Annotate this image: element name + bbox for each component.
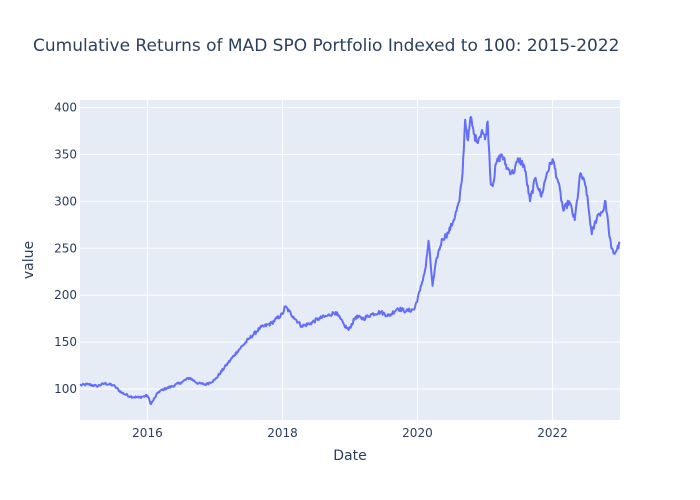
y-tick-label: 250: [54, 241, 77, 255]
x-tick-label: 2016: [132, 426, 163, 440]
y-tick-label: 200: [54, 288, 77, 302]
y-tick-label: 150: [54, 335, 77, 349]
x-axis-title: Date: [333, 448, 366, 464]
x-tick-label: 2020: [402, 426, 433, 440]
gridlines: [80, 100, 620, 420]
x-tick-label: 2022: [537, 426, 568, 440]
y-tick-label: 300: [54, 194, 77, 208]
y-tick-label: 400: [54, 101, 77, 115]
chart-title: Cumulative Returns of MAD SPO Portfolio …: [33, 36, 620, 56]
y-axis-title: value: [21, 241, 37, 279]
plot-area: [80, 100, 620, 420]
x-tick-label: 2018: [267, 426, 298, 440]
y-tick-label: 100: [54, 382, 77, 396]
x-axis-ticks: 2016 2018 2020 2022: [132, 426, 568, 440]
y-axis-ticks: 100 150 200 250 300 350 400: [54, 101, 77, 397]
y-tick-label: 350: [54, 147, 77, 161]
series-line: [79, 115, 621, 406]
